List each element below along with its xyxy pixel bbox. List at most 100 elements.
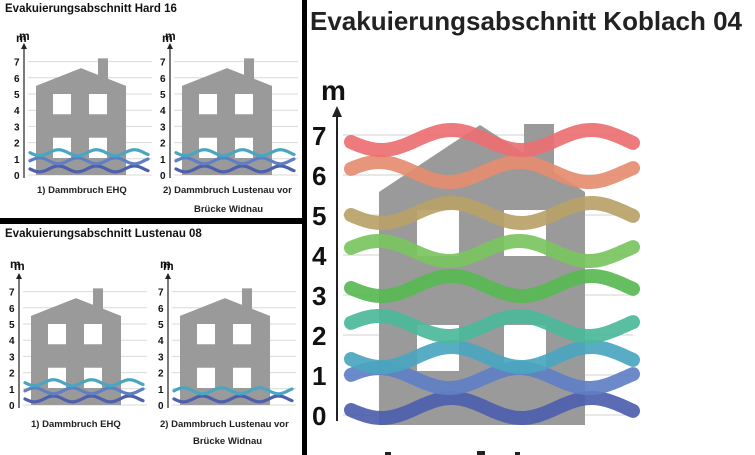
tick-label: 5 [160, 90, 166, 101]
water-wave [344, 123, 640, 157]
water-wave [344, 309, 640, 343]
tick-label: 2 [160, 139, 166, 150]
tick-label: 6 [158, 304, 164, 315]
unit-label-left: m [10, 257, 21, 271]
window [235, 94, 253, 115]
tick-label: 0 [158, 401, 164, 412]
window [53, 94, 71, 115]
window [235, 137, 253, 158]
tick-label: 4 [312, 241, 327, 271]
window [84, 367, 102, 388]
scenario-caption-2-line2: Brücke Widnau [193, 436, 263, 447]
water-wave [28, 148, 150, 158]
window [233, 324, 251, 345]
window [199, 137, 217, 158]
main-title: Evakuierungsabschnitt Koblach 04 [310, 6, 743, 36]
chimney [98, 58, 108, 83]
tick-label: 2 [158, 369, 164, 380]
window [89, 94, 107, 115]
chimney [93, 288, 103, 313]
unit-label-right: m [160, 257, 171, 271]
window [53, 137, 71, 158]
tick-label: 1 [14, 155, 20, 166]
house-chart: m 7 6 5 4 3 2 1 0 [160, 29, 298, 182]
tick-label: 7 [158, 288, 164, 299]
tick-label: 0 [9, 401, 15, 412]
water-wave [174, 148, 296, 158]
tick-label: 5 [9, 320, 15, 331]
tick-label: 0 [14, 171, 20, 182]
water-wave [172, 386, 294, 396]
unit-label: m [321, 75, 346, 106]
main-house-chart: m 7 6 5 4 3 2 1 0 [312, 75, 640, 431]
water-wave [344, 340, 640, 374]
unit-label: m [163, 259, 174, 273]
tick-label: 7 [312, 121, 326, 151]
tick-label: 1 [312, 361, 326, 391]
house-chart: m 7 6 5 4 3 2 1 0 [158, 259, 296, 412]
water-wave [23, 394, 145, 404]
unit-label: m [14, 259, 25, 273]
tick-label: 5 [14, 90, 20, 101]
tick-label: 3 [160, 122, 166, 133]
tick-label: 3 [9, 352, 15, 363]
tick-label: 7 [14, 58, 20, 69]
house-chart: m 7 6 5 4 3 2 1 0 [9, 259, 147, 412]
window [197, 324, 215, 345]
axis-arrow [21, 43, 27, 49]
tick-label: 0 [160, 171, 166, 182]
water-wave [23, 386, 145, 396]
panel-title: Evakuierungsabschnitt Lustenau 08 [5, 228, 202, 240]
main-chart-koblach-04: m 7 6 5 4 3 2 1 0 [312, 75, 640, 431]
unit-label-right: m [162, 31, 173, 45]
unit-label: m [165, 29, 176, 43]
water-wave [344, 196, 640, 230]
tick-label: 4 [160, 106, 166, 117]
tick-label: 7 [160, 58, 166, 69]
cropped-caption-fragment [385, 451, 520, 455]
chimney [244, 58, 254, 83]
tick-label: 1 [9, 385, 15, 396]
water-wave [174, 156, 296, 166]
tick-label: 6 [9, 304, 15, 315]
scenario-caption-2-line2: Brücke Widnau [194, 204, 264, 215]
water-wave [344, 234, 640, 268]
axis-arrow [167, 43, 173, 49]
water-wave [28, 156, 150, 166]
tick-label: 6 [160, 74, 166, 85]
tick-label: 3 [158, 352, 164, 363]
unit-label-left: m [16, 31, 27, 45]
tick-label: 6 [14, 74, 20, 85]
unit-label: m [19, 29, 30, 43]
scenario-caption-1: 1) Dammbruch EHQ [37, 185, 127, 196]
window [84, 324, 102, 345]
axis-arrow [332, 106, 342, 117]
water-wave [23, 378, 145, 388]
window [197, 367, 215, 388]
window [233, 367, 251, 388]
tick-label: 2 [312, 321, 326, 351]
house-chart: m 7 6 5 4 3 2 1 0 [14, 29, 152, 182]
tick-label: 4 [9, 336, 15, 347]
tick-label: 7 [9, 288, 15, 299]
chimney [242, 288, 252, 313]
window [48, 367, 66, 388]
tick-label: 1 [158, 385, 164, 396]
window [199, 94, 217, 115]
panel-lustenau-08: Evakuierungsabschnitt Lustenau 08 m 7 6 5 4 3… [0, 224, 302, 455]
scenario-caption-2: 2) Dammbruch Lustenau vor [163, 185, 292, 196]
tick-label: 3 [14, 122, 20, 133]
tick-label: 5 [158, 320, 164, 331]
axis-arrow [16, 273, 22, 279]
axis-arrow [165, 273, 171, 279]
tick-label: 1 [160, 155, 166, 166]
window [48, 324, 66, 345]
tick-label: 5 [312, 201, 326, 231]
tick-label: 3 [312, 281, 326, 311]
tick-label: 2 [9, 369, 15, 380]
water-wave [174, 164, 296, 174]
tick-label: 6 [312, 161, 326, 191]
